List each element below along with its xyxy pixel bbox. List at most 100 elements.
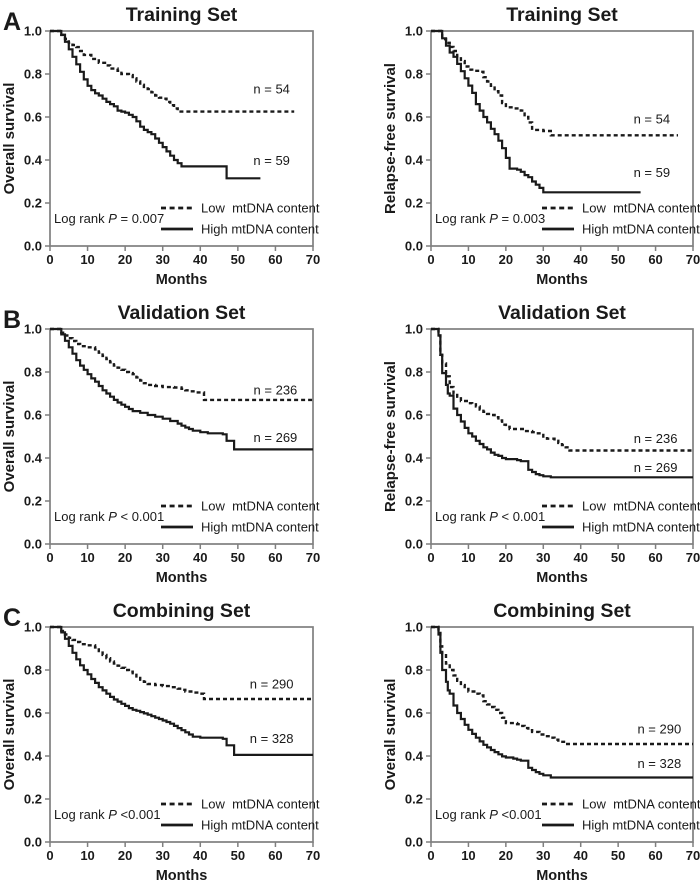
x-axis-label: Months xyxy=(156,570,208,586)
x-tick-label: 60 xyxy=(268,848,282,863)
y-tick-label: 0.2 xyxy=(24,196,42,211)
x-tick-label: 20 xyxy=(118,848,132,863)
y-tick-label: 0.6 xyxy=(24,706,42,721)
x-tick-label: 50 xyxy=(611,252,625,267)
low-mtdna-curve xyxy=(50,327,313,402)
x-axis-label: Months xyxy=(536,868,588,884)
legend-label-low: Low mtDNA content xyxy=(582,499,700,514)
y-tick-label: 1.0 xyxy=(405,620,423,635)
n-label: n = 290 xyxy=(637,721,681,736)
x-tick-label: 70 xyxy=(686,550,700,565)
x-tick-label: 60 xyxy=(268,550,282,565)
y-tick-label: 1.0 xyxy=(405,322,423,337)
n-label: n = 54 xyxy=(634,111,671,126)
x-tick-label: 0 xyxy=(46,252,53,267)
high-mtdna-curve xyxy=(50,327,313,451)
legend-label-high: High mtDNA content xyxy=(201,818,319,833)
legend-label-high: High mtDNA content xyxy=(582,520,700,535)
y-tick-label: 0.8 xyxy=(405,365,423,380)
y-tick-label: 0.4 xyxy=(405,153,424,168)
plot-frame xyxy=(49,30,314,247)
panel-validation-overall-survival: 0 10 20 30 40 50 60 70 0.0 0.2 0.4 0.6 0.8 1.0B Valida… xyxy=(0,298,350,596)
x-tick-label: 40 xyxy=(193,550,207,565)
x-tick-label: 30 xyxy=(155,252,169,267)
x-tick-label: 40 xyxy=(573,550,587,565)
panel-training-relapse-free-survival: 0 10 20 30 40 50 60 70 0.0 0.2 0.4 0.6 0.8 1.0 Trainin… xyxy=(350,0,700,298)
n-label: n = 236 xyxy=(254,383,298,398)
x-tick-label: 30 xyxy=(155,848,169,863)
y-tick-label: 0.6 xyxy=(405,110,423,125)
logrank-label: Log rank P = 0.003 xyxy=(435,211,545,226)
y-tick-label: 0.0 xyxy=(24,835,42,850)
panel-training-overall-survival: 0 10 20 30 40 50 60 70 0.0 0.2 0.4 0.6 0.8 1.0A Traini… xyxy=(0,0,350,298)
legend-label-low: Low mtDNA content xyxy=(201,201,320,216)
x-tick-label: 10 xyxy=(461,252,475,267)
x-tick-label: 40 xyxy=(193,252,207,267)
y-tick-label: 0.4 xyxy=(405,451,424,466)
x-tick-label: 0 xyxy=(427,848,434,863)
panel-letter: B xyxy=(3,306,21,334)
x-tick-label: 40 xyxy=(573,252,587,267)
low-mtdna-curve xyxy=(431,625,693,746)
y-tick-label: 0.0 xyxy=(405,537,423,552)
x-tick-label: 20 xyxy=(118,550,132,565)
panel-title: Combining Set xyxy=(113,600,251,622)
legend-label-high: High mtDNA content xyxy=(201,222,319,237)
y-tick-label: 0.8 xyxy=(24,663,42,678)
logrank-label: Log rank P <0.001 xyxy=(54,807,161,822)
y-tick-label: 0.2 xyxy=(405,792,423,807)
high-mtdna-curve xyxy=(431,625,693,779)
y-axis-label: Overall survival xyxy=(1,381,18,493)
y-tick-label: 0.0 xyxy=(405,835,423,850)
panel-title: Validation Set xyxy=(498,302,626,324)
n-label: n = 236 xyxy=(634,431,678,446)
y-tick-label: 0.6 xyxy=(405,706,423,721)
x-tick-label: 0 xyxy=(46,848,53,863)
y-tick-label: 0.8 xyxy=(24,365,42,380)
x-tick-label: 0 xyxy=(427,252,434,267)
x-tick-label: 0 xyxy=(427,550,434,565)
legend-label-high: High mtDNA content xyxy=(201,520,319,535)
low-mtdna-curve xyxy=(50,625,313,701)
x-tick-label: 30 xyxy=(536,848,550,863)
y-axis-label: Overall survival xyxy=(1,83,18,195)
x-tick-label: 20 xyxy=(499,848,513,863)
y-tick-label: 0.4 xyxy=(24,749,43,764)
x-tick-label: 30 xyxy=(536,252,550,267)
y-tick-label: 0.0 xyxy=(24,537,42,552)
y-tick-label: 1.0 xyxy=(24,322,42,337)
y-axis-label: Relapse-free survival xyxy=(382,361,399,512)
x-axis-label: Months xyxy=(536,272,588,288)
panel-letter: C xyxy=(3,604,21,632)
x-tick-label: 70 xyxy=(306,550,320,565)
legend-label-low: Low mtDNA content xyxy=(201,499,320,514)
y-tick-label: 0.2 xyxy=(405,494,423,509)
legend-label-high: High mtDNA content xyxy=(582,818,700,833)
panel-title: Training Set xyxy=(126,4,238,26)
x-tick-label: 60 xyxy=(648,550,662,565)
x-tick-label: 10 xyxy=(461,848,475,863)
x-tick-label: 0 xyxy=(46,550,53,565)
n-label: n = 59 xyxy=(634,165,671,180)
legend-label-low: Low mtDNA content xyxy=(582,201,700,216)
x-axis-label: Months xyxy=(536,570,588,586)
high-mtdna-curve xyxy=(431,327,693,479)
x-tick-label: 10 xyxy=(80,252,94,267)
high-mtdna-curve xyxy=(431,29,641,194)
x-tick-label: 60 xyxy=(648,848,662,863)
x-tick-label: 60 xyxy=(648,252,662,267)
panel-validation-relapse-free-survival: 0 10 20 30 40 50 60 70 0.0 0.2 0.4 0.6 0.8 1.0 Validat… xyxy=(350,298,700,596)
logrank-label: Log rank P < 0.001 xyxy=(54,509,164,524)
high-mtdna-curve xyxy=(50,625,313,756)
x-axis-label: Months xyxy=(156,868,208,884)
panel-title: Validation Set xyxy=(118,302,246,324)
x-axis-label: Months xyxy=(156,272,208,288)
legend-label-low: Low mtDNA content xyxy=(582,797,700,812)
x-tick-label: 50 xyxy=(611,848,625,863)
y-tick-label: 0.4 xyxy=(405,749,424,764)
x-tick-label: 50 xyxy=(231,550,245,565)
logrank-label: Log rank P = 0.007 xyxy=(54,211,164,226)
y-tick-label: 0.8 xyxy=(405,663,423,678)
y-tick-label: 1.0 xyxy=(24,620,42,635)
